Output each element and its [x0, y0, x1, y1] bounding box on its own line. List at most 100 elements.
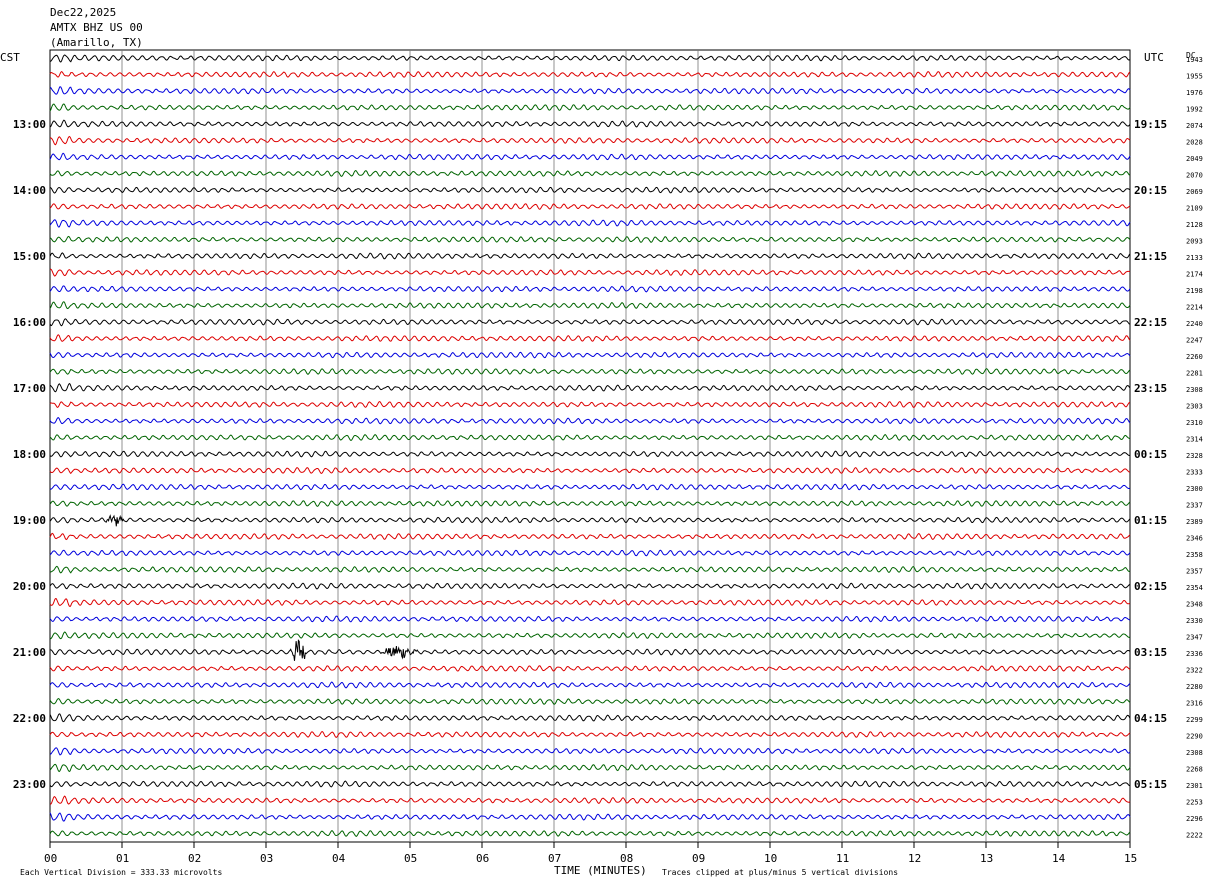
trace-line-44 — [49, 780, 1131, 788]
right-hour-label: 04:15 — [1134, 712, 1167, 725]
dc-offset-label: 2328 — [1186, 452, 1203, 460]
dc-offset-label: 2268 — [1186, 766, 1203, 774]
left-hour-label: 13:00 — [13, 118, 46, 131]
right-hour-label: 05:15 — [1134, 778, 1167, 791]
trace-line-11 — [49, 235, 1131, 243]
dc-offset-label: 2299 — [1186, 716, 1203, 724]
trace-line-26 — [49, 483, 1131, 491]
x-tick-label: 08 — [620, 852, 633, 865]
trace-line-37 — [49, 665, 1131, 672]
x-tick-label: 13 — [980, 852, 993, 865]
dc-offset-label: 2348 — [1186, 601, 1203, 609]
x-tick-label: 15 — [1124, 852, 1137, 865]
dc-offset-label: 2049 — [1186, 155, 1203, 163]
trace-line-16 — [49, 318, 1131, 327]
trace-line-2 — [49, 86, 1131, 95]
left-hour-label: 14:00 — [13, 184, 46, 197]
dc-offset-label: 1976 — [1186, 89, 1203, 97]
header-station: AMTX BHZ US 00 — [50, 21, 143, 34]
trace-line-34 — [49, 615, 1131, 623]
trace-line-7 — [49, 170, 1131, 178]
left-hour-label: 21:00 — [13, 646, 46, 659]
right-hour-label: 23:15 — [1134, 382, 1167, 395]
trace-line-17 — [49, 334, 1131, 342]
plot-frame — [49, 49, 1131, 843]
dc-offset-label: 1943 — [1186, 56, 1203, 64]
dc-offset-label: 2389 — [1186, 518, 1203, 526]
trace-line-8 — [49, 186, 1131, 194]
x-axis-title: TIME (MINUTES) — [554, 864, 647, 877]
dc-offset-label: 2336 — [1186, 650, 1203, 658]
x-tick-label: 03 — [260, 852, 273, 865]
left-hour-label: 20:00 — [13, 580, 46, 593]
trace-line-13 — [49, 268, 1131, 277]
right-hour-label: 00:15 — [1134, 448, 1167, 461]
dc-offset-label: 2330 — [1186, 617, 1203, 625]
trace-line-4 — [49, 119, 1131, 128]
trace-line-41 — [49, 731, 1131, 739]
trace-line-23 — [49, 434, 1131, 441]
trace-line-36 — [49, 639, 1131, 661]
right-axis-title: UTC — [1144, 51, 1164, 64]
left-hour-label: 22:00 — [13, 712, 46, 725]
trace-line-40 — [49, 713, 1131, 723]
dc-offset-label: 2074 — [1186, 122, 1203, 130]
trace-line-6 — [49, 152, 1131, 161]
trace-line-1 — [49, 70, 1131, 78]
right-hour-labels: 19:15 20:15 21:15 22:15 23:15 00:15 01:15 02:15… — [1134, 118, 1167, 791]
footer-scale-note: Each Vertical Division = 333.33 microvol… — [20, 868, 222, 877]
trace-line-28 — [49, 514, 1131, 527]
trace-line-47 — [49, 830, 1131, 838]
x-tick-label: 07 — [548, 852, 561, 865]
dc-offset-label: 2303 — [1186, 403, 1203, 411]
right-hour-label: 01:15 — [1134, 514, 1167, 527]
left-hour-label: 18:00 — [13, 448, 46, 461]
x-tick-label: 06 — [476, 852, 489, 865]
trace-line-14 — [49, 285, 1131, 293]
trace-line-3 — [49, 103, 1131, 112]
x-tick-label: 01 — [116, 852, 129, 865]
dc-offset-label: 2214 — [1186, 304, 1203, 312]
right-hour-label: 03:15 — [1134, 646, 1167, 659]
dc-column-title: DC — [1186, 51, 1196, 60]
dc-offset-label: 2133 — [1186, 254, 1203, 262]
dc-offset-label: 2296 — [1186, 815, 1203, 823]
dc-offset-label: 2316 — [1186, 700, 1203, 708]
dc-offset-label: 2247 — [1186, 337, 1203, 345]
trace-line-24 — [49, 450, 1131, 458]
dc-offset-label: 1955 — [1186, 73, 1203, 81]
dc-offset-label: 2322 — [1186, 667, 1203, 675]
left-axis-title: CST — [0, 51, 20, 64]
dc-offset-label: 2308 — [1186, 749, 1203, 757]
trace-line-46 — [49, 812, 1131, 822]
trace-line-19 — [49, 368, 1131, 375]
trace-line-33 — [49, 598, 1131, 608]
dc-offset-label: 2290 — [1186, 733, 1203, 741]
x-tick-label: 12 — [908, 852, 921, 865]
dc-offset-label: 2358 — [1186, 551, 1203, 559]
left-hour-label: 19:00 — [13, 514, 46, 527]
dc-offset-label: 2028 — [1186, 139, 1203, 147]
dc-offset-label: 2280 — [1186, 683, 1203, 691]
trace-line-39 — [49, 698, 1131, 705]
dc-offset-label: 2308 — [1186, 386, 1203, 394]
right-hour-label: 19:15 — [1134, 118, 1167, 131]
x-tick-label: 02 — [188, 852, 201, 865]
dc-offset-label: 2198 — [1186, 287, 1203, 295]
trace-line-10 — [49, 219, 1131, 228]
trace-line-31 — [49, 565, 1131, 574]
x-tick-label: 09 — [692, 852, 705, 865]
right-hour-label: 20:15 — [1134, 184, 1167, 197]
x-axis-ticks: 00 01 02 03 04 05 06 07 08 09 10 11 12 13 14 15 — [44, 842, 1137, 865]
x-tick-label: 00 — [44, 852, 57, 865]
trace-line-9 — [49, 203, 1131, 210]
dc-offset-label: 2347 — [1186, 634, 1203, 642]
trace-line-30 — [49, 549, 1131, 557]
dc-offset-label: 2314 — [1186, 436, 1203, 444]
trace-line-0 — [49, 54, 1131, 63]
x-tick-label: 11 — [836, 852, 849, 865]
trace-line-21 — [49, 401, 1131, 409]
trace-line-32 — [49, 582, 1131, 590]
trace-line-5 — [49, 135, 1131, 146]
